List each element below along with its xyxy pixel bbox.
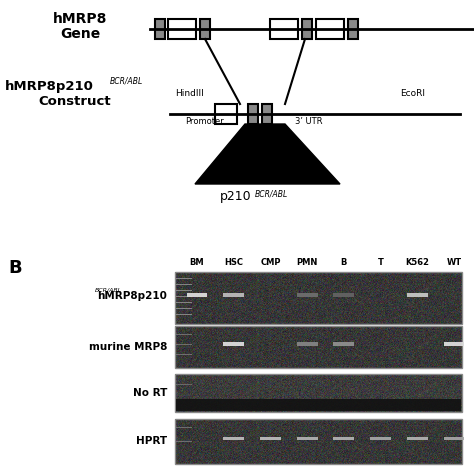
Text: murine MRP8: murine MRP8 xyxy=(89,342,167,352)
Text: B: B xyxy=(8,259,22,277)
Bar xyxy=(260,437,281,440)
Text: 3’ UTR: 3’ UTR xyxy=(295,117,322,126)
Text: WT: WT xyxy=(447,258,462,267)
Text: K562: K562 xyxy=(405,258,429,267)
Text: Promoter: Promoter xyxy=(185,117,224,126)
Bar xyxy=(223,293,244,297)
Bar xyxy=(297,437,318,440)
Text: HindIII: HindIII xyxy=(175,89,204,98)
Text: EcoRI: EcoRI xyxy=(400,89,425,98)
Bar xyxy=(200,19,210,39)
Text: BCR/ABL: BCR/ABL xyxy=(110,76,143,85)
Text: Gene: Gene xyxy=(60,27,100,41)
Text: HSC: HSC xyxy=(224,258,243,267)
Text: BM: BM xyxy=(190,258,204,267)
Text: CMP: CMP xyxy=(260,258,281,267)
Bar xyxy=(175,374,462,412)
Text: hMRP8: hMRP8 xyxy=(53,12,107,26)
Bar xyxy=(223,342,244,346)
Bar xyxy=(334,342,354,346)
Bar xyxy=(215,104,237,124)
Text: hMRP8p210: hMRP8p210 xyxy=(5,80,94,92)
Bar xyxy=(187,293,208,297)
Bar xyxy=(175,326,462,368)
Text: HPRT: HPRT xyxy=(136,437,167,447)
Bar xyxy=(334,437,354,440)
Text: BCR/ABL: BCR/ABL xyxy=(95,288,122,292)
Text: BCR/ABL: BCR/ABL xyxy=(255,189,288,198)
Text: p210: p210 xyxy=(220,190,252,203)
Text: Construct: Construct xyxy=(38,94,110,108)
Bar xyxy=(248,104,258,124)
Bar xyxy=(270,19,298,39)
Bar xyxy=(348,19,358,39)
Bar xyxy=(297,342,318,346)
Bar xyxy=(176,399,461,411)
Text: No RT: No RT xyxy=(133,388,167,398)
Bar xyxy=(262,104,272,124)
Text: Bgl II: Bgl II xyxy=(251,126,273,135)
Bar xyxy=(334,293,354,297)
Bar xyxy=(168,19,196,39)
Bar xyxy=(407,437,428,440)
Text: hMRP8p210: hMRP8p210 xyxy=(97,291,167,301)
Bar xyxy=(155,19,165,39)
Bar xyxy=(370,437,391,440)
Text: PMN: PMN xyxy=(296,258,318,267)
Text: T: T xyxy=(378,258,383,267)
Bar xyxy=(444,342,465,346)
Bar xyxy=(444,437,465,440)
Bar xyxy=(223,437,244,440)
Polygon shape xyxy=(195,124,340,184)
Bar xyxy=(316,19,344,39)
Text: B: B xyxy=(341,258,347,267)
Bar xyxy=(175,272,462,324)
Bar xyxy=(175,419,462,464)
Bar xyxy=(302,19,312,39)
Bar xyxy=(407,293,428,297)
Bar xyxy=(297,293,318,297)
